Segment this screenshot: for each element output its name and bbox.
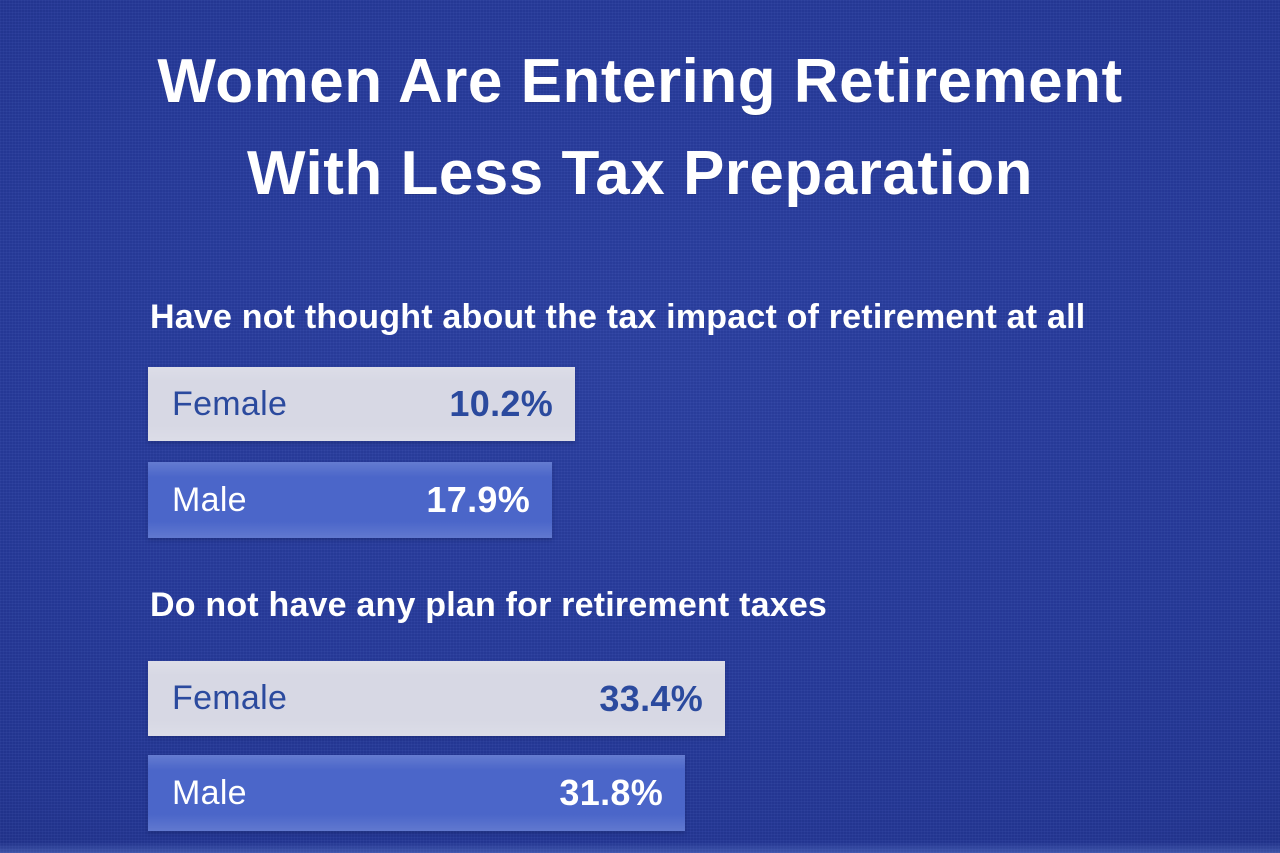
section-1-bar-male-category-label: Male [172,480,247,519]
page-title-line-2: With Less Tax Preparation [247,139,1033,208]
section-1-bar-male-value-label: 17.9% [426,479,530,520]
section-2-bar-female-value-label: 33.4% [599,677,703,719]
section-1-title: Have not thought about the tax impact of… [150,298,1086,336]
page-title-line-1: Women Are Entering Retirement [157,47,1123,116]
section-1-bar-female: Female 10.2% [148,367,575,441]
page-title: Women Are Entering Retirement With Less … [0,36,1280,220]
section-1-bar-male: Male 17.9% [148,462,552,538]
section-2-bar-male: Male 31.8% [148,755,685,831]
section-1-bar-female-value-label: 10.2% [449,383,553,424]
section-1-bar-female-category-label: Female [172,384,288,423]
section-2-bar-female: Female 33.4% [148,661,725,736]
section-2-bar-female-category-label: Female [172,679,288,717]
section-2-bar-male-value-label: 31.8% [559,772,663,813]
section-2-bar-male-category-label: Male [172,773,247,812]
section-2-title: Do not have any plan for retirement taxe… [150,586,828,624]
bottom-texture-band [0,842,1280,853]
